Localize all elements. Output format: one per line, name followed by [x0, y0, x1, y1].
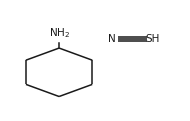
Text: SH: SH: [145, 34, 160, 44]
Text: NH$_2$: NH$_2$: [48, 26, 70, 40]
Text: N: N: [108, 34, 116, 44]
